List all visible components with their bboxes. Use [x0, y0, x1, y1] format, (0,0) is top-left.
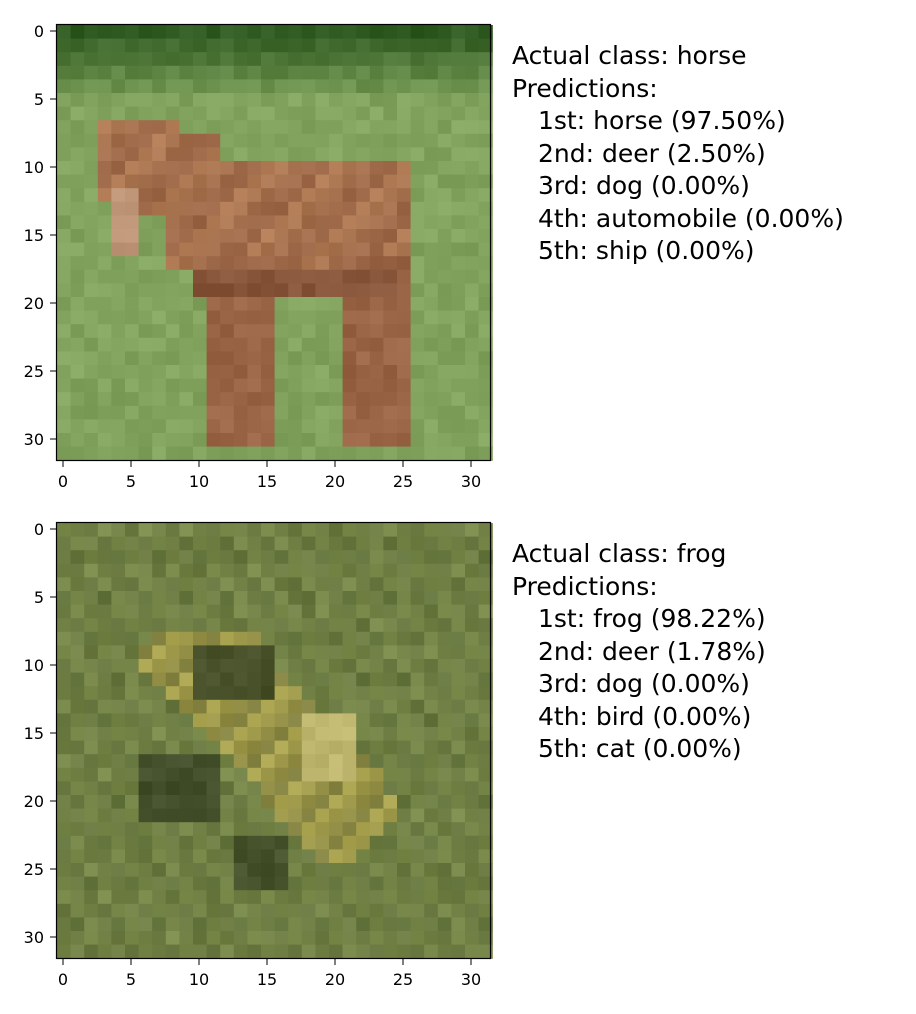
x-tick-label: 20 — [325, 472, 345, 491]
x-tick-label: 30 — [461, 970, 481, 989]
prediction-rank-1: 1st: frog (98.22%) — [538, 604, 766, 633]
actual-class-label: Actual class: frog — [512, 539, 727, 568]
x-tick-label: 5 — [126, 970, 136, 989]
x-tick-label: 0 — [58, 970, 68, 989]
x-tick-label: 10 — [189, 970, 209, 989]
prediction-rank-4: 4th: bird (0.00%) — [538, 701, 752, 731]
prediction-rank-5: 5th: cat (0.00%) — [538, 734, 742, 763]
x-tick-label: 25 — [393, 970, 413, 989]
y-tick-label: 15 — [24, 226, 44, 245]
y-tick-label: 0 — [34, 520, 44, 539]
x-axis: 0 5 10 15 20 25 30 — [58, 461, 481, 491]
y-tick-label: 30 — [24, 928, 44, 947]
y-tick-label: 10 — [24, 158, 44, 177]
x-tick-label: 25 — [393, 472, 413, 491]
y-tick-label: 20 — [24, 792, 44, 811]
x-tick-label: 30 — [461, 472, 481, 491]
image-frame — [55, 521, 492, 960]
predictions-heading: Predictions: — [512, 571, 658, 601]
prediction-rank-3: 3rd: dog (0.00%) — [538, 171, 750, 200]
x-tick-label: 0 — [58, 472, 68, 491]
y-axis: 0 5 10 15 20 25 30 — [24, 22, 56, 449]
y-tick-label: 5 — [34, 90, 44, 109]
y-tick-label: 15 — [24, 724, 44, 743]
y-tick-label: 5 — [34, 588, 44, 607]
prediction-rank-4: 4th: automobile (0.00%) — [538, 203, 844, 233]
y-tick-label: 25 — [24, 860, 44, 879]
cifar-image-frog — [57, 523, 493, 959]
y-tick-label: 0 — [34, 22, 44, 41]
prediction-text-horse: Actual class: horse Predictions: 1st: ho… — [512, 40, 844, 268]
x-tick-label: 10 — [189, 472, 209, 491]
image-plot-horse: 0 5 10 15 20 25 30 0 5 10 15 20 25 30 — [24, 22, 493, 491]
y-tick-label: 25 — [24, 362, 44, 381]
image-frame — [55, 23, 492, 462]
prediction-rank-3: 3rd: dog (0.00%) — [538, 669, 750, 698]
x-axis: 0 5 10 15 20 25 30 — [58, 959, 481, 989]
prediction-rank-5: 5th: ship (0.00%) — [538, 236, 755, 265]
prediction-rank-2: 2nd: deer (2.50%) — [538, 138, 766, 168]
y-tick-label: 10 — [24, 656, 44, 675]
prediction-panel-frog: 0 5 10 15 20 25 30 0 5 10 15 20 25 30 Ac… — [0, 498, 916, 998]
x-tick-label: 20 — [325, 970, 345, 989]
predictions-heading: Predictions: — [512, 73, 658, 103]
image-plot-frog: 0 5 10 15 20 25 30 0 5 10 15 20 25 30 — [24, 520, 493, 989]
y-axis: 0 5 10 15 20 25 30 — [24, 520, 56, 947]
prediction-rank-2: 2nd: deer (1.78%) — [538, 636, 766, 666]
prediction-panel-horse: 0 5 10 15 20 25 30 0 5 10 15 20 25 30 Ac… — [0, 0, 916, 500]
y-tick-label: 20 — [24, 294, 44, 313]
prediction-text-frog: Actual class: frog Predictions: 1st: fro… — [512, 538, 766, 766]
x-tick-label: 15 — [257, 472, 277, 491]
x-tick-label: 5 — [126, 472, 136, 491]
actual-class-label: Actual class: horse — [512, 41, 747, 70]
prediction-rank-1: 1st: horse (97.50%) — [538, 106, 786, 135]
x-tick-label: 15 — [257, 970, 277, 989]
y-tick-label: 30 — [24, 430, 44, 449]
cifar-image-horse — [57, 25, 493, 461]
